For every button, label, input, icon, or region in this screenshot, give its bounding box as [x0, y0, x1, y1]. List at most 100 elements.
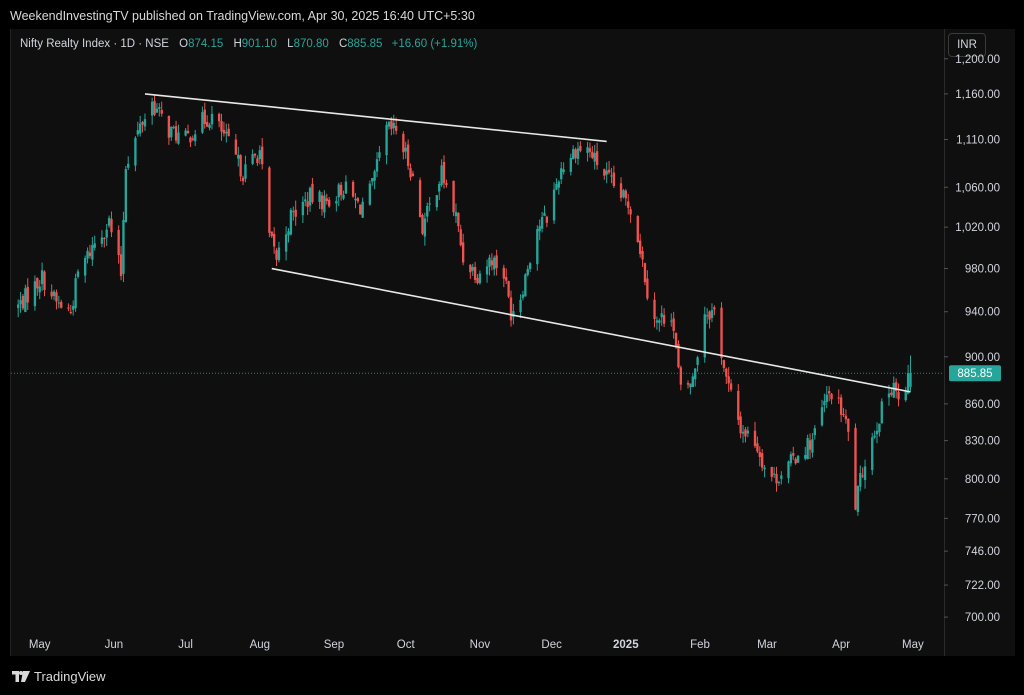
price-tick-label: 1,110.00 — [956, 135, 1000, 147]
candle-body — [591, 151, 594, 158]
candle-body — [686, 383, 690, 385]
candle-body — [289, 209, 293, 235]
candle-body — [359, 204, 362, 215]
candle-body — [301, 201, 305, 216]
candle-body — [88, 252, 92, 256]
candle-body — [471, 266, 474, 271]
candle-body — [827, 391, 831, 394]
price-tick-label: 1,160.00 — [955, 89, 1000, 101]
candle-body — [825, 394, 828, 403]
candle-body — [452, 180, 455, 213]
candle-body — [560, 168, 563, 180]
chart-plot-area[interactable] — [10, 29, 945, 656]
candle-body — [758, 451, 761, 457]
candle-body — [69, 312, 72, 314]
candle-body — [86, 250, 89, 259]
candle-body — [368, 183, 372, 205]
candle-body — [689, 383, 692, 388]
candle-body — [258, 150, 261, 160]
price-tick-label: 1,060.00 — [955, 182, 1000, 194]
last-price-label: 885.85 — [957, 368, 992, 380]
candle-body — [344, 181, 348, 194]
candle-body — [873, 435, 876, 438]
candle-body — [770, 466, 773, 477]
candle-body — [794, 458, 797, 464]
candle-body — [526, 268, 529, 276]
candle-body — [679, 367, 683, 385]
candle-body — [772, 473, 776, 475]
candle-body — [569, 157, 572, 172]
candle-body — [605, 170, 608, 175]
price-tick-label: 1,200.00 — [955, 54, 1000, 66]
candle-body — [356, 198, 360, 202]
candle-body — [586, 147, 589, 153]
published-caption: WeekendInvestingTV published on TradingV… — [10, 9, 475, 23]
candle-body — [155, 108, 159, 113]
symbol-title[interactable]: Nifty Realty Index · 1D · NSE — [20, 38, 169, 50]
candle-body — [655, 320, 659, 323]
candle-body — [287, 231, 290, 236]
candle-body — [225, 131, 228, 134]
candle-body — [251, 154, 254, 164]
candle-body — [201, 112, 204, 133]
candle-body — [127, 163, 130, 168]
candle-body — [658, 320, 661, 323]
price-tick-label: 980.00 — [965, 264, 1000, 276]
candle-body — [672, 318, 675, 331]
candle-body — [552, 189, 556, 221]
candle-body — [643, 263, 647, 283]
candle-body — [536, 229, 539, 265]
candle-body — [205, 122, 209, 127]
currency-button[interactable]: INR — [948, 33, 986, 57]
candle-body — [237, 154, 240, 159]
time-tick-label: Dec — [541, 639, 562, 651]
candle-body — [780, 475, 783, 479]
candle-body — [328, 199, 331, 207]
candle-body — [119, 254, 123, 276]
price-axis[interactable] — [944, 29, 1015, 656]
candle-body — [722, 360, 726, 368]
time-tick-label: Nov — [470, 639, 491, 651]
candle-body — [871, 437, 874, 471]
candle-body — [610, 175, 613, 177]
candle-body — [241, 177, 245, 182]
candle-body — [139, 123, 142, 134]
candle-body — [557, 181, 561, 188]
candle-body — [562, 169, 565, 173]
candle-body — [454, 212, 458, 217]
candle-body — [746, 430, 750, 434]
candle-body — [725, 368, 728, 377]
candle-body — [222, 129, 226, 134]
candle-body — [325, 198, 328, 202]
candle-body — [122, 220, 125, 274]
candle-body — [335, 200, 338, 204]
price-tick-label: 900.00 — [965, 352, 1000, 364]
candle-body — [823, 401, 826, 406]
candle-body — [421, 214, 424, 234]
candle-body — [844, 415, 848, 420]
candle-body — [93, 243, 96, 248]
candle-body — [320, 195, 324, 210]
candle-body — [720, 307, 723, 359]
candle-body — [311, 183, 314, 203]
candle-body — [306, 201, 309, 207]
candle-body — [150, 101, 154, 116]
candle-body — [91, 245, 94, 260]
candle-body — [545, 216, 549, 223]
candle-body — [442, 162, 446, 184]
candle-body — [495, 255, 498, 268]
candle-body — [691, 376, 694, 388]
candle-body — [729, 383, 733, 390]
candle-body — [703, 314, 706, 358]
candle-body — [512, 311, 515, 317]
candle-body — [756, 443, 759, 452]
candle-body — [696, 357, 699, 365]
candle-body — [43, 271, 46, 291]
candle-body — [428, 203, 431, 205]
candle-body — [629, 209, 632, 215]
close-label: C — [338, 38, 348, 50]
candle-body — [227, 128, 230, 137]
time-tick-label: Mar — [757, 639, 777, 651]
candle-body — [595, 151, 599, 166]
candle-body — [76, 271, 80, 277]
